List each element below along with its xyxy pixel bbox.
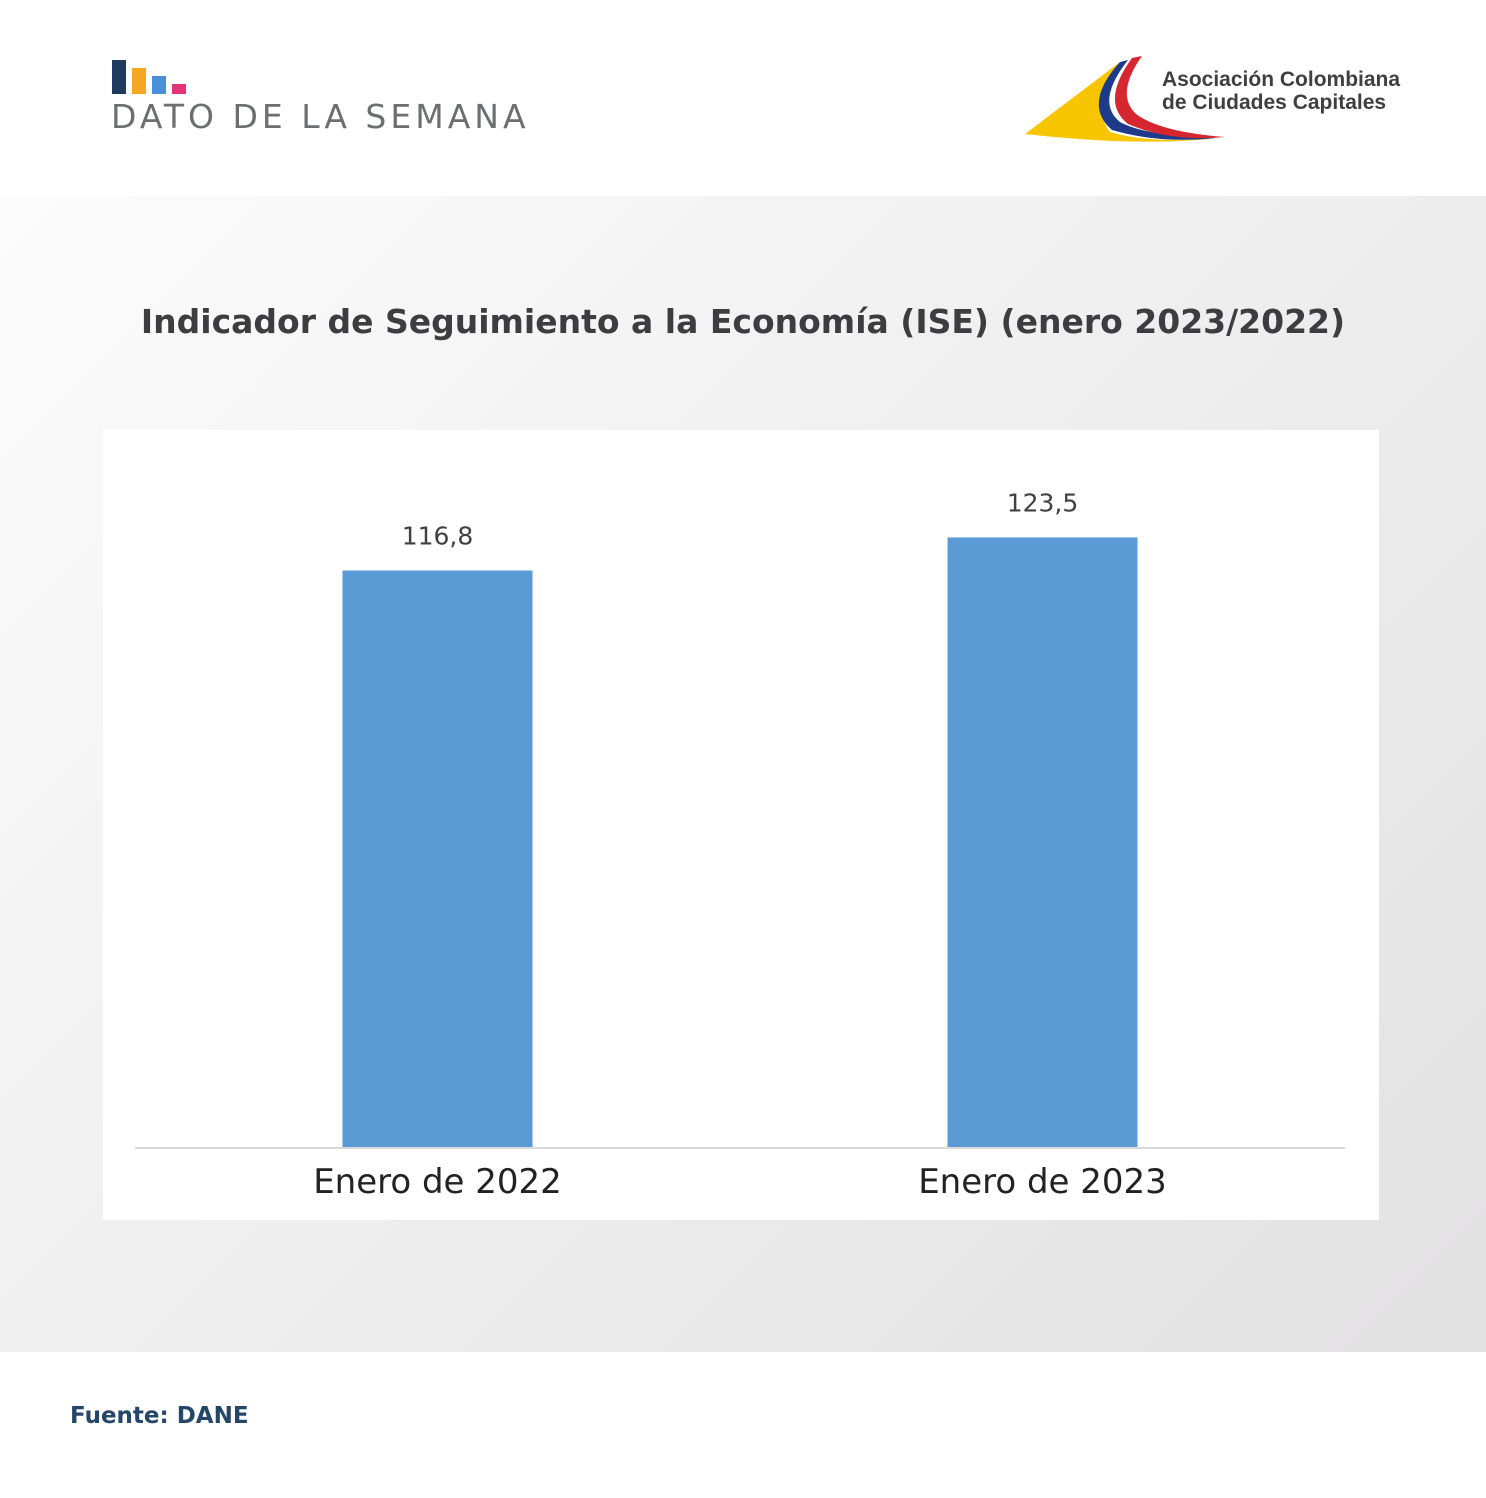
bar-2 (947, 537, 1138, 1147)
org-logo-icon (1025, 56, 1225, 142)
chart-title: Indicador de Seguimiento a la Economía (… (140, 302, 1346, 341)
source-note: Fuente: DANE (70, 1403, 249, 1429)
section-label: DATO DE LA SEMANA (111, 97, 530, 136)
x-tick-label-2: Enero de 2023 (918, 1162, 1167, 1202)
brand-bar-3 (152, 76, 166, 94)
data-label-2: 123,5 (1007, 488, 1079, 517)
brand-bar-1 (112, 60, 126, 94)
header: DATO DE LA SEMANA Asociación Colombiana … (0, 0, 1486, 196)
bar-chart: 116,8 Enero de 2022 123,5 Enero de 2023 (135, 488, 1345, 1202)
data-label-1: 116,8 (402, 522, 474, 551)
brand-bar-4 (172, 84, 186, 94)
org-name-line2: de Ciudades Capitales (1162, 91, 1387, 114)
org-name-line1: Asociación Colombiana (1162, 68, 1401, 91)
brand-bar-2 (132, 68, 146, 94)
x-tick-label-1: Enero de 2022 (313, 1162, 562, 1202)
bar-1 (342, 570, 533, 1147)
chart-area: 116,8 Enero de 2022 123,5 Enero de 2023 (103, 430, 1379, 1220)
bar-chart-logo-icon (112, 58, 192, 94)
org-name: Asociación Colombiana de Ciudades Capita… (1162, 68, 1400, 114)
